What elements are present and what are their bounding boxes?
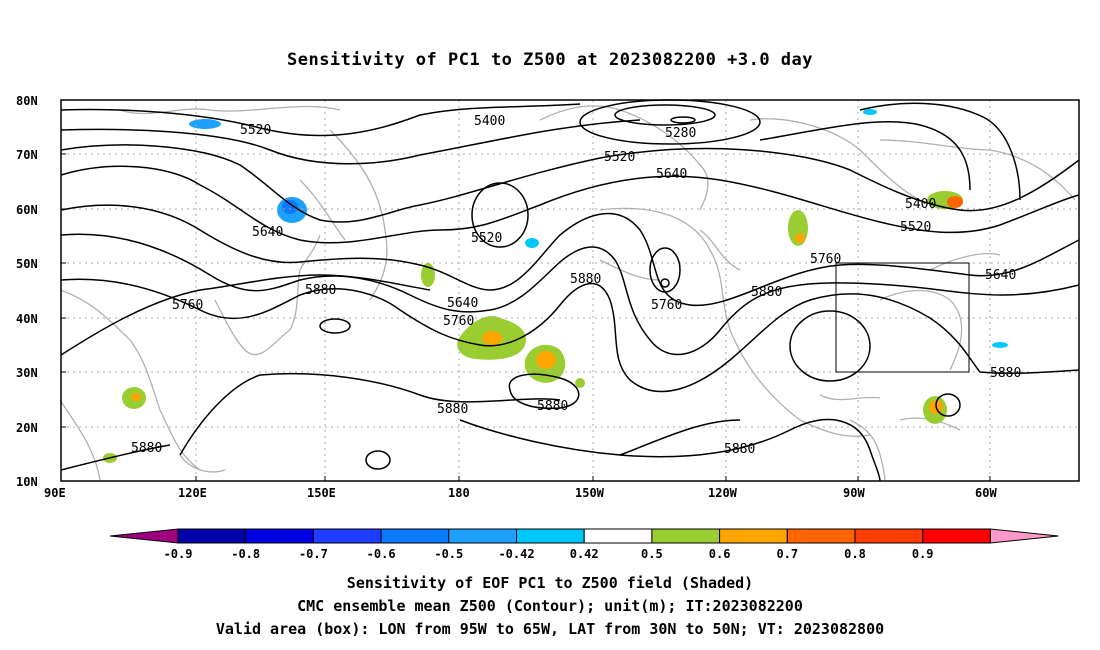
figure-title: Sensitivity of PC1 to Z500 at 2023082200… xyxy=(286,50,813,70)
contour-label: 5880 xyxy=(990,366,1021,381)
legend-color-box xyxy=(516,528,585,544)
longitude-labels: 90E 120E 150E 180 150W 120W 90W 60W xyxy=(44,486,997,500)
shade-patch xyxy=(947,196,963,208)
shade-patch xyxy=(282,200,298,214)
legend-color-box xyxy=(380,528,450,544)
caption-contour: CMC ensemble mean Z500 (Contour); unit(m… xyxy=(297,597,803,615)
legend-tick-label: -0.8 xyxy=(231,547,260,561)
legend-color-box xyxy=(448,528,517,544)
lon-label: 60W xyxy=(975,486,997,500)
contour-label: 5880 xyxy=(437,402,468,417)
contour-labels: 5520 5400 5280 5520 5640 5400 5520 5640 … xyxy=(131,114,1021,457)
lat-label: 80N xyxy=(16,94,38,108)
legend-tick-label: -0.9 xyxy=(164,547,193,561)
map-frame xyxy=(60,99,1080,482)
contour-label: 5280 xyxy=(665,126,696,141)
legend-color-box xyxy=(245,528,314,544)
legend-tick-label: 0.9 xyxy=(912,547,934,561)
latitude-labels: 80N 70N 60N 50N 40N 30N 20N 10N xyxy=(16,94,38,489)
legend-color-box xyxy=(651,528,721,544)
lon-label: 120E xyxy=(178,486,207,500)
lon-label: 90W xyxy=(843,486,865,500)
legend-tick-label: -0.7 xyxy=(299,547,328,561)
lon-label: 120W xyxy=(708,486,738,500)
lat-label: 20N xyxy=(16,421,38,435)
color-legend: -0.9 -0.8 -0.7 -0.6 -0.5 -0.42 0.42 0.5 0.6 0.7 0.… xyxy=(109,528,1059,561)
lon-label: 90E xyxy=(44,486,66,500)
valid-area-box xyxy=(835,262,970,373)
legend-color-box xyxy=(719,528,788,544)
lat-label: 30N xyxy=(16,366,38,380)
contour-label: 5520 xyxy=(471,231,502,246)
lon-label: 150E xyxy=(307,486,336,500)
contour-label: 5880 xyxy=(305,283,336,298)
caption-shading: Sensitivity of EOF PC1 to Z500 field (Sh… xyxy=(346,574,754,592)
legend-tick-label: 0.7 xyxy=(776,547,798,561)
contour-label: 5640 xyxy=(447,296,478,311)
contour-label: 5520 xyxy=(604,150,635,165)
contour-label: 5760 xyxy=(810,252,841,267)
lat-label: 50N xyxy=(16,257,38,271)
contour-label: 5880 xyxy=(751,285,782,300)
legend-color-box xyxy=(922,528,991,544)
shade-patch xyxy=(795,233,805,243)
shade-patch xyxy=(992,342,1008,348)
contour-label: 5760 xyxy=(172,298,203,313)
shade-patch xyxy=(131,393,141,401)
shade-patch xyxy=(189,119,221,129)
contour-label: 5640 xyxy=(252,225,283,240)
contour-label: 5760 xyxy=(443,314,474,329)
legend-tick-label: -0.42 xyxy=(498,547,534,561)
shade-patch xyxy=(863,109,877,115)
contour-label: 5640 xyxy=(656,167,687,182)
z500-contours xyxy=(60,99,1080,482)
axis-ticks xyxy=(61,99,991,481)
legend-tick-label: -0.5 xyxy=(434,547,463,561)
legend-arrow-high xyxy=(989,528,1059,544)
legend-tick-label: 0.42 xyxy=(570,547,599,561)
legend-tick-label: -0.6 xyxy=(367,547,396,561)
sensitivity-shading xyxy=(103,109,1008,463)
contour-label: 5760 xyxy=(651,298,682,313)
legend-labels: -0.9 -0.8 -0.7 -0.6 -0.5 -0.42 0.42 0.5 0.6 0.7 0.… xyxy=(164,547,934,561)
shade-patch xyxy=(575,378,585,388)
map-panel: 5520 5400 5280 5520 5640 5400 5520 5640 … xyxy=(16,94,1080,500)
lon-label: 180 xyxy=(448,486,470,500)
contour-label: 5400 xyxy=(905,197,936,212)
caption-valid-area: Valid area (box): LON from 95W to 65W, L… xyxy=(215,620,885,638)
contour-label: 5880 xyxy=(131,441,162,456)
contour-label: 5880 xyxy=(724,442,755,457)
shade-patch xyxy=(482,331,502,345)
contour-label: 5400 xyxy=(474,114,505,129)
legend-color-box xyxy=(786,528,856,544)
contour-label: 5520 xyxy=(900,220,931,235)
lat-label: 40N xyxy=(16,312,38,326)
contour-label: 5640 xyxy=(985,268,1016,283)
legend-color-box xyxy=(583,528,653,544)
contour-label: 5880 xyxy=(570,272,601,287)
legend-tick-label: 0.5 xyxy=(641,547,663,561)
legend-arrow-low xyxy=(109,528,179,544)
shade-patch xyxy=(525,238,539,248)
shade-patch xyxy=(536,351,556,369)
lon-label: 150W xyxy=(575,486,605,500)
lat-label: 60N xyxy=(16,203,38,217)
lat-label: 70N xyxy=(16,148,38,162)
legend-color-box xyxy=(177,528,247,544)
contour-label: 5880 xyxy=(537,399,568,414)
legend-color-box xyxy=(854,528,924,544)
legend-tick-label: 0.8 xyxy=(844,547,866,561)
lat-label: 10N xyxy=(16,475,38,489)
legend-color-box xyxy=(312,528,382,544)
legend-tick-label: 0.6 xyxy=(709,547,731,561)
legend-color-boxes xyxy=(109,528,1059,544)
contour-label: 5520 xyxy=(240,123,271,138)
